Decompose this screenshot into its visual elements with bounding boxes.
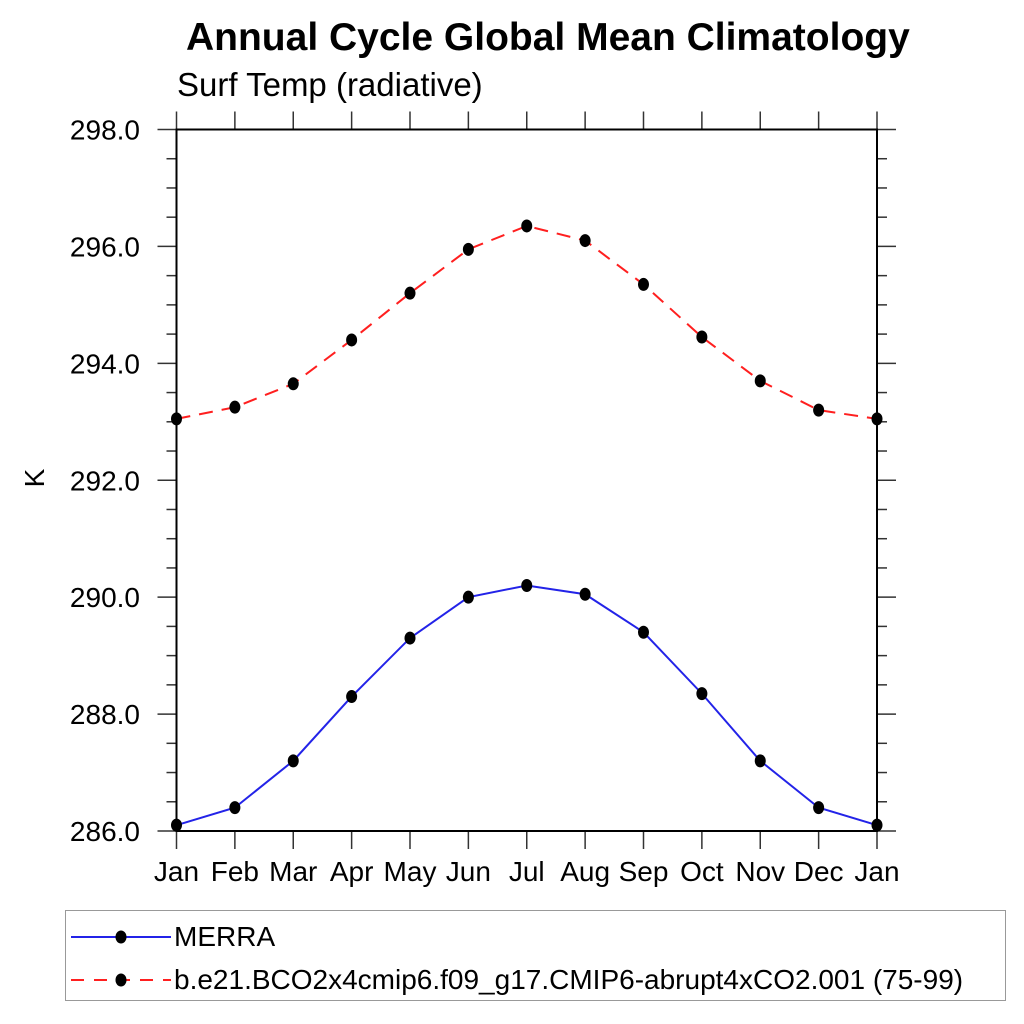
x-tick-label: Sep bbox=[619, 856, 669, 887]
data-point-marker bbox=[462, 590, 474, 604]
chart-subtitle: Surf Temp (radiative) bbox=[177, 66, 483, 103]
data-point-marker bbox=[462, 242, 474, 256]
data-point-marker bbox=[871, 818, 883, 832]
y-tick-label: 296.0 bbox=[70, 231, 140, 262]
y-tick-label: 286.0 bbox=[70, 816, 140, 847]
series-line-0 bbox=[176, 584, 878, 827]
data-point-marker bbox=[521, 578, 533, 592]
data-point-marker bbox=[404, 631, 416, 645]
data-point-marker bbox=[638, 625, 649, 639]
data-point-marker bbox=[871, 412, 883, 426]
y-tick-label: 298.0 bbox=[70, 115, 140, 146]
y-tick-label: 288.0 bbox=[70, 699, 140, 730]
legend: MERRA b.e21.BCO2x4cmip6.f09_g17.CMIP6-ab… bbox=[65, 910, 1006, 1001]
data-point-marker bbox=[171, 818, 182, 832]
data-point-marker bbox=[696, 330, 708, 344]
data-point-marker bbox=[404, 286, 416, 300]
data-point-marker bbox=[696, 687, 708, 701]
x-tick-label: Feb bbox=[211, 856, 259, 887]
data-point-marker bbox=[287, 377, 299, 391]
y-tick-label: 292.0 bbox=[70, 465, 140, 496]
legend-label-model: b.e21.BCO2x4cmip6.f09_g17.CMIP6-abrupt4x… bbox=[174, 964, 964, 995]
data-point-marker bbox=[754, 374, 766, 388]
x-tick-label: Oct bbox=[680, 856, 724, 887]
plot-frame bbox=[175, 128, 878, 832]
legend-sample-marker bbox=[115, 973, 127, 987]
legend-item-model: b.e21.BCO2x4cmip6.f09_g17.CMIP6-abrupt4x… bbox=[71, 964, 964, 995]
x-tick-label: Apr bbox=[330, 856, 374, 887]
x-tick-label: Nov bbox=[735, 856, 785, 887]
data-point-marker bbox=[346, 690, 358, 704]
data-point-marker bbox=[229, 801, 241, 815]
data-point-marker bbox=[287, 754, 299, 768]
x-tick-label: Jul bbox=[509, 856, 545, 887]
data-point-marker bbox=[638, 277, 649, 291]
chart-title: Annual Cycle Global Mean Climatology bbox=[186, 16, 910, 59]
legend-line-sample-model bbox=[71, 973, 171, 987]
data-point-marker bbox=[754, 754, 766, 768]
data-point-marker bbox=[813, 801, 825, 815]
legend-sample-marker bbox=[115, 930, 127, 944]
y-tick-label: 290.0 bbox=[70, 582, 140, 613]
legend-label-merra: MERRA bbox=[174, 921, 276, 952]
x-tick-label: Jan bbox=[854, 856, 899, 887]
x-tick-label: Mar bbox=[269, 856, 317, 887]
data-point-marker bbox=[229, 400, 241, 414]
x-tick-label: Jun bbox=[446, 856, 491, 887]
x-tick-label: Jan bbox=[154, 856, 199, 887]
legend-item-merra: MERRA bbox=[71, 921, 276, 952]
y-tick-label: 294.0 bbox=[70, 348, 140, 379]
x-tick-label: Aug bbox=[560, 856, 610, 887]
x-tick-label: Dec bbox=[794, 856, 844, 887]
data-point-marker bbox=[579, 234, 591, 248]
series-line-1 bbox=[176, 224, 878, 420]
data-point-marker bbox=[521, 219, 533, 233]
data-point-marker bbox=[813, 403, 825, 417]
y-axis-title: K bbox=[19, 468, 50, 487]
data-point-marker bbox=[579, 587, 591, 601]
data-point-marker bbox=[171, 412, 182, 426]
data-point-marker bbox=[346, 333, 358, 347]
x-tick-label: May bbox=[384, 856, 437, 887]
legend-line-sample-merra bbox=[71, 930, 171, 944]
